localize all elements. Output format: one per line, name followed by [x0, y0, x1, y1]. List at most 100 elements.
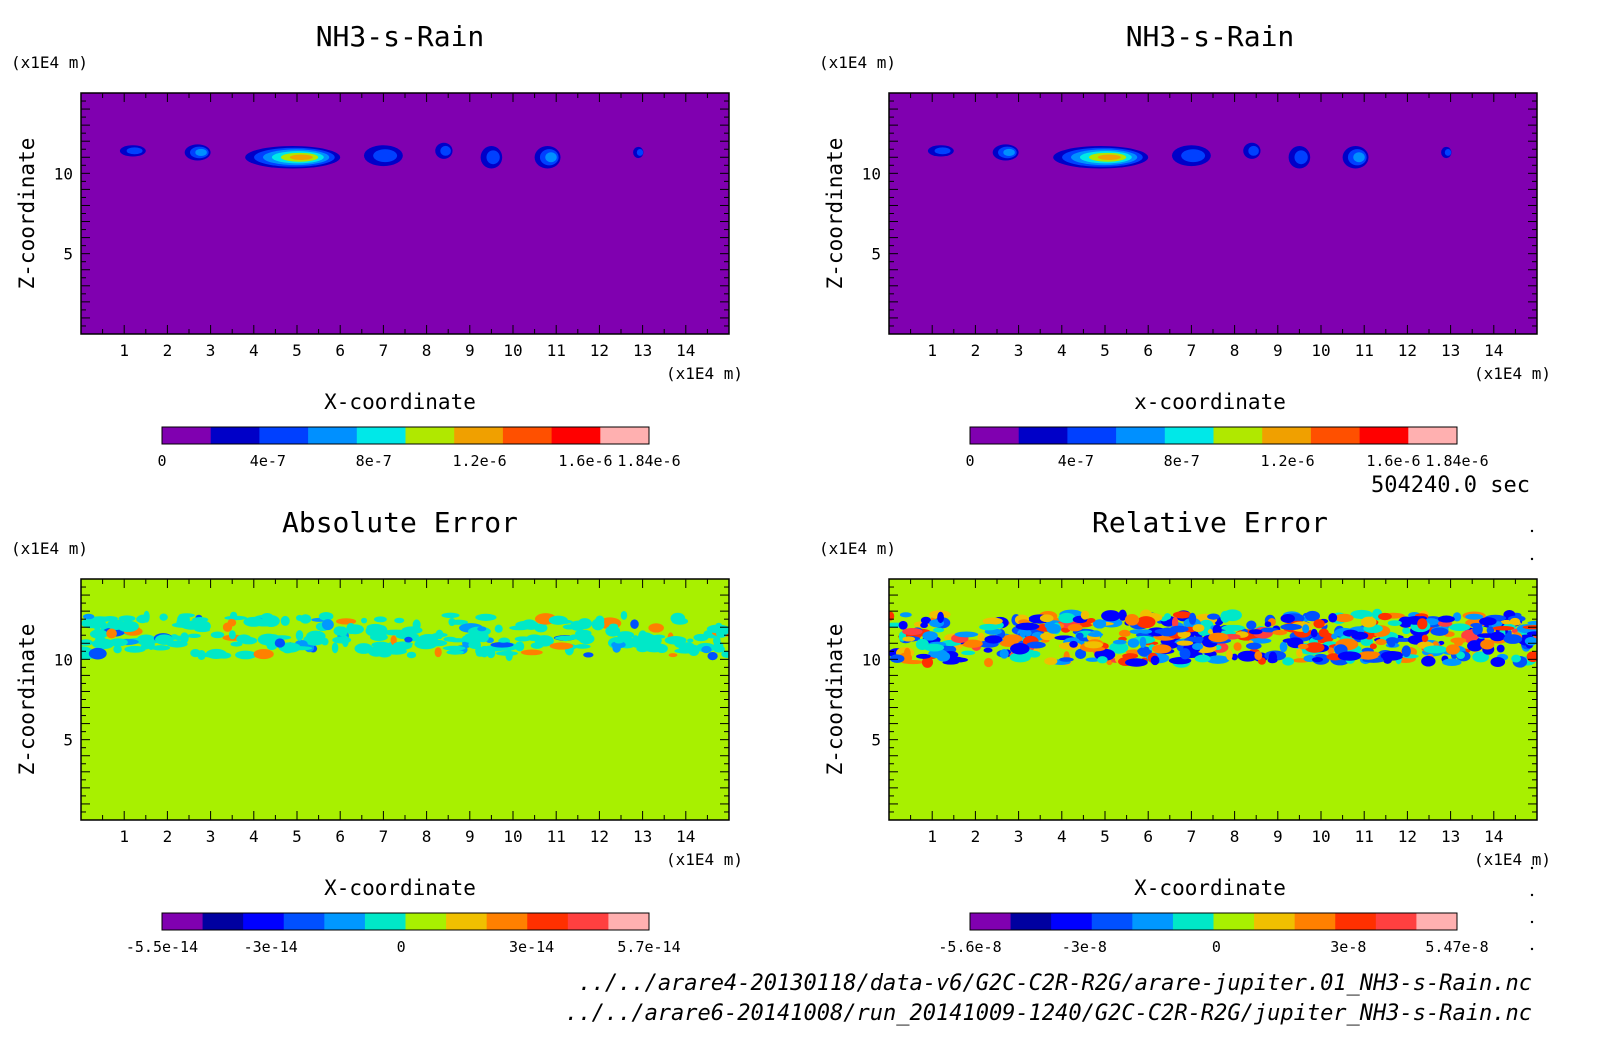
error-cell [155, 634, 174, 645]
error-cell [394, 617, 405, 624]
error-cell [1109, 641, 1129, 654]
error-cell [1179, 648, 1191, 660]
colorbar-tick-label: 0 [1212, 938, 1221, 956]
error-cell [288, 646, 313, 651]
error-cell [1282, 657, 1295, 666]
colorbar-swatch [567, 913, 609, 930]
error-cell [1122, 653, 1139, 659]
colorbar-swatch [454, 427, 504, 444]
contour-blob [289, 154, 313, 160]
error-cell [377, 644, 390, 652]
error-cell [1445, 644, 1460, 655]
error-cell [608, 623, 619, 629]
error-cell [1192, 624, 1205, 633]
error-cell [486, 648, 496, 659]
error-cell [1009, 652, 1031, 663]
x-tick-label: 4 [1057, 341, 1067, 360]
error-cell [1207, 613, 1220, 620]
error-cell [664, 636, 687, 645]
panel-3 [80, 578, 730, 931]
colorbar-swatch [527, 913, 569, 930]
error-cell [318, 611, 334, 621]
x-tick-label: 2 [971, 341, 981, 360]
x-tick-label: 6 [335, 341, 345, 360]
colorbar-tick-label: -3e-8 [1062, 938, 1107, 956]
contour-blob [636, 148, 644, 156]
x-tick-label: 14 [676, 827, 695, 846]
y-unit-label: (x1E4 m) [11, 539, 88, 558]
error-cell [562, 636, 569, 642]
colorbar-swatch [1294, 913, 1336, 930]
colorbar-swatch [1416, 913, 1458, 930]
x-tick-label: 1 [927, 827, 937, 846]
error-cell [902, 636, 916, 642]
error-cell [670, 612, 686, 624]
y-unit-label: (x1E4 m) [819, 53, 896, 72]
error-cell [490, 642, 514, 648]
error-cell [1194, 654, 1211, 663]
error-cell [1028, 650, 1041, 658]
error-cell [1075, 648, 1087, 660]
error-cell [1085, 657, 1101, 662]
x-tick-label: 1 [927, 341, 937, 360]
error-cell [999, 649, 1009, 659]
x-tick-label: 11 [547, 341, 566, 360]
x-tick-label: 11 [1355, 827, 1374, 846]
error-cell [228, 630, 236, 640]
x-tick-label: 7 [379, 341, 389, 360]
error-cell [668, 653, 678, 658]
error-cell [331, 642, 339, 654]
colorbar-swatch [1359, 427, 1409, 444]
colorbar-tick-label: 0 [157, 452, 166, 470]
colorbar-swatch [1375, 913, 1417, 930]
colorbar-swatch [1132, 913, 1174, 930]
colorbar-swatch [1310, 427, 1361, 444]
error-cell [377, 650, 392, 658]
error-cell [404, 636, 413, 643]
colorbar-swatch [324, 913, 366, 930]
error-cell [1334, 613, 1354, 623]
error-cell [937, 611, 944, 624]
error-cell [1477, 633, 1497, 638]
colorbar-swatch [1213, 913, 1255, 930]
colorbar-swatch [1262, 427, 1312, 444]
error-cell [1423, 645, 1448, 654]
error-cell [447, 638, 468, 643]
colorbar-swatch [1051, 913, 1093, 930]
field-background [81, 93, 729, 334]
error-cell [434, 647, 442, 658]
x-axis-label: X-coordinate [324, 390, 476, 414]
error-cell [515, 641, 525, 652]
y-tick-label: 10 [862, 650, 881, 669]
error-cell [921, 656, 934, 668]
colorbar-tick-label: 3e-8 [1330, 938, 1366, 956]
error-cell [477, 626, 487, 632]
colorbar-swatch [551, 427, 601, 444]
error-cell [89, 629, 108, 639]
panel-4 [888, 578, 1538, 931]
panel-title: Absolute Error [282, 506, 518, 539]
error-cell [187, 633, 201, 639]
contour-blob [545, 152, 557, 163]
colorbar-tick-label: 8e-7 [1164, 452, 1200, 470]
error-cell [448, 617, 456, 627]
colorbar-swatch [1116, 427, 1166, 444]
error-cell [701, 645, 712, 654]
y-axis-label: Z-coordinate [15, 138, 39, 290]
error-cell [1331, 633, 1338, 640]
error-cell [595, 615, 605, 625]
error-cell [230, 641, 243, 647]
error-cell [1430, 627, 1449, 636]
x-tick-label: 2 [163, 341, 173, 360]
error-cell [1450, 637, 1467, 644]
colorbar-swatch [486, 913, 528, 930]
error-cell [1172, 611, 1192, 619]
contour-blob [1181, 149, 1206, 163]
error-cell [1118, 629, 1131, 637]
error-cell [1087, 632, 1104, 637]
x-tick-label: 9 [1273, 827, 1283, 846]
error-cell [1279, 641, 1288, 653]
error-cell [1151, 644, 1172, 654]
x-tick-label: 8 [1230, 341, 1240, 360]
error-cell [1350, 609, 1373, 620]
